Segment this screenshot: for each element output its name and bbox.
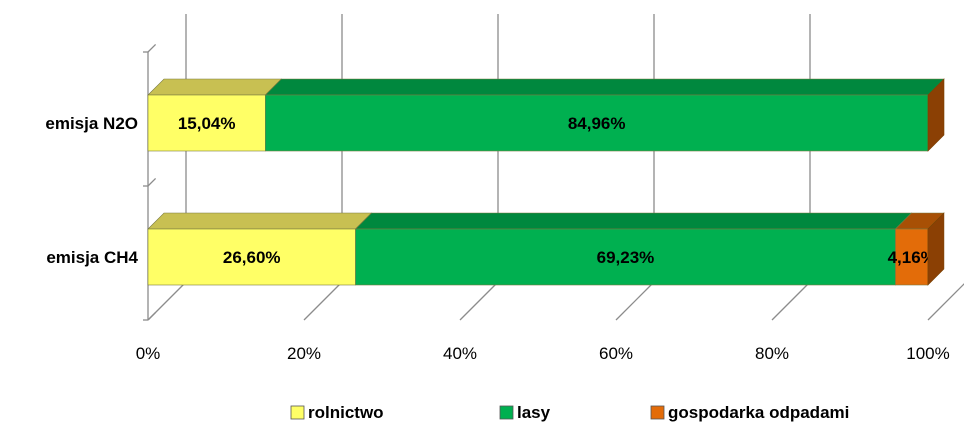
floor-line-4 — [771, 281, 811, 321]
x-tick-label-1: 20% — [287, 344, 321, 363]
x-tick-label-5: 100% — [906, 344, 949, 363]
bar-side-cat-0 — [927, 78, 945, 152]
legend-label-0: rolnictwo — [308, 403, 384, 422]
data-label-series-1-cat-0: 84,96% — [568, 114, 626, 133]
bar-top-series-0-cat-0 — [147, 78, 283, 96]
legend-swatch-2 — [650, 405, 665, 420]
x-tick-label-4: 80% — [755, 344, 789, 363]
bar-series-1-cat-1 — [355, 228, 896, 286]
bar-top-series-0-cat-1 — [147, 212, 373, 230]
bar-series-0-cat-0 — [147, 94, 266, 152]
y-sep-2 — [147, 311, 157, 321]
legend-label-2: gospodarka odpadami — [668, 403, 849, 422]
data-label-series-2-cat-1: 4,16% — [888, 248, 936, 267]
category-label-1: emisja CH4 — [46, 248, 138, 267]
legend-swatch-0 — [290, 405, 305, 420]
category-label-0: emisja N2O — [45, 114, 138, 133]
bar-top-series-1-cat-0 — [264, 78, 945, 96]
data-label-series-1-cat-1: 69,23% — [597, 248, 655, 267]
data-label-series-0-cat-0: 15,04% — [178, 114, 236, 133]
floor-line-3 — [615, 281, 655, 321]
y-sep-0 — [147, 43, 157, 53]
legend-label-1: lasy — [517, 403, 551, 422]
bar-series-2-cat-1 — [895, 228, 929, 286]
legend-swatch-1 — [499, 405, 514, 420]
y-sep-1 — [147, 177, 157, 187]
floor-line-1 — [303, 281, 343, 321]
bar-side-cat-1 — [927, 212, 945, 286]
x-tick-label-0: 0% — [136, 344, 161, 363]
x-tick-label-3: 60% — [599, 344, 633, 363]
floor-line-5 — [927, 283, 964, 321]
data-label-series-0-cat-1: 26,60% — [223, 248, 281, 267]
bar-series-0-cat-1 — [147, 228, 356, 286]
bar-series-1-cat-0 — [265, 94, 929, 152]
bar-top-series-1-cat-1 — [354, 212, 913, 230]
floor-line-2 — [459, 281, 499, 321]
x-tick-label-2: 40% — [443, 344, 477, 363]
